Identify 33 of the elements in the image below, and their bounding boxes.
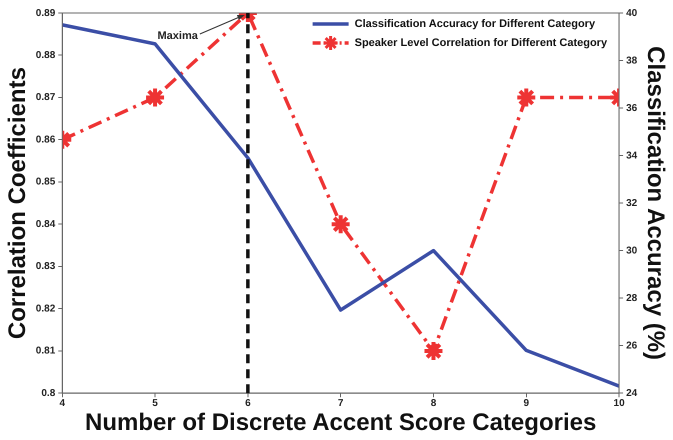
y2-tick-label: 32 xyxy=(626,198,638,209)
x-tick-label: 8 xyxy=(430,398,437,409)
x-tick-label: 7 xyxy=(338,398,344,409)
y-tick-label: 0.86 xyxy=(36,134,56,146)
y-tick-label: 0.88 xyxy=(36,50,56,61)
legend-label: Classification Accuracy for Different Category xyxy=(354,18,596,30)
y-tick-label: 0.84 xyxy=(36,218,56,230)
x-tick-label: 5 xyxy=(152,398,158,409)
point xyxy=(330,213,352,236)
y2-tick-label: 28 xyxy=(626,292,638,304)
y-tick-label: 0.87 xyxy=(36,92,56,104)
y2-tick-label: 26 xyxy=(626,340,638,352)
y-tick-label: 0.83 xyxy=(36,261,56,272)
y-tick-label: 0.89 xyxy=(36,8,56,19)
y2-tick-label: 30 xyxy=(626,245,638,256)
x-tick-label: 6 xyxy=(245,398,252,409)
x-tick-label: 9 xyxy=(523,398,530,409)
x-axis-title: Number of Discrete Accent Score Categories xyxy=(85,409,596,436)
y-tick-label: 0.8 xyxy=(41,388,56,399)
y2-axis-title: Classification Accuracy (%) xyxy=(642,46,669,360)
y-tick-label: 0.81 xyxy=(36,346,56,357)
y2-tick-label: 40 xyxy=(626,8,638,19)
y-axis-title: Correlation Coefficients xyxy=(4,67,32,340)
y2-tick-label: 38 xyxy=(626,55,638,66)
y-tick-label: 0.82 xyxy=(36,303,56,314)
annotation: Maxima xyxy=(158,30,199,42)
x-tick-label: 10 xyxy=(614,398,626,409)
y-tick-label: 0.85 xyxy=(36,176,56,188)
legend-label: Speaker Level Correlation for Different Category xyxy=(354,37,608,50)
y2-tick-label: 36 xyxy=(626,102,638,114)
y2-tick-label: 24 xyxy=(626,388,638,399)
y2-tick-label: 34 xyxy=(626,150,638,162)
x-tick-label: 4 xyxy=(59,398,66,409)
